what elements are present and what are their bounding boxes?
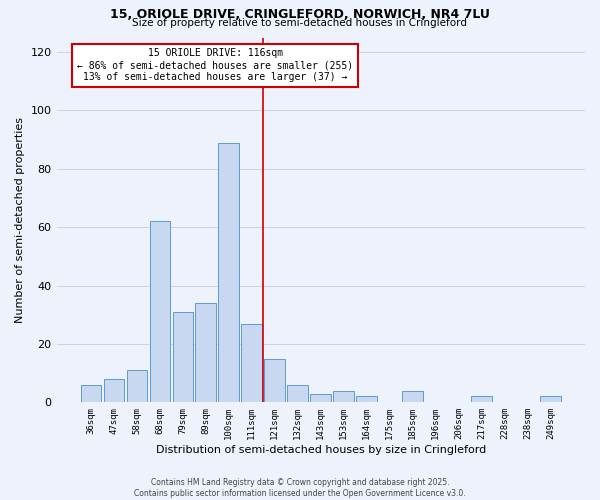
Text: 15, ORIOLE DRIVE, CRINGLEFORD, NORWICH, NR4 7LU: 15, ORIOLE DRIVE, CRINGLEFORD, NORWICH, … [110, 8, 490, 20]
Bar [472, 396, 492, 402]
Bar [334, 390, 354, 402]
Text: 15 ORIOLE DRIVE: 116sqm
← 86% of semi-detached houses are smaller (255)
13% of s: 15 ORIOLE DRIVE: 116sqm ← 86% of semi-de… [77, 48, 353, 82]
Bar [104, 379, 124, 402]
Bar [356, 396, 377, 402]
Bar [149, 222, 170, 402]
Bar [196, 303, 216, 402]
Bar [287, 385, 308, 402]
Y-axis label: Number of semi-detached properties: Number of semi-detached properties [15, 117, 25, 323]
Bar [265, 358, 285, 403]
Bar [310, 394, 331, 402]
Bar [241, 324, 262, 402]
Bar [218, 142, 239, 402]
Text: Size of property relative to semi-detached houses in Cringleford: Size of property relative to semi-detach… [133, 18, 467, 28]
Bar [173, 312, 193, 402]
Bar [127, 370, 147, 402]
Bar [80, 385, 101, 402]
Bar [540, 396, 561, 402]
Text: Contains HM Land Registry data © Crown copyright and database right 2025.
Contai: Contains HM Land Registry data © Crown c… [134, 478, 466, 498]
Bar [403, 390, 423, 402]
X-axis label: Distribution of semi-detached houses by size in Cringleford: Distribution of semi-detached houses by … [155, 445, 486, 455]
